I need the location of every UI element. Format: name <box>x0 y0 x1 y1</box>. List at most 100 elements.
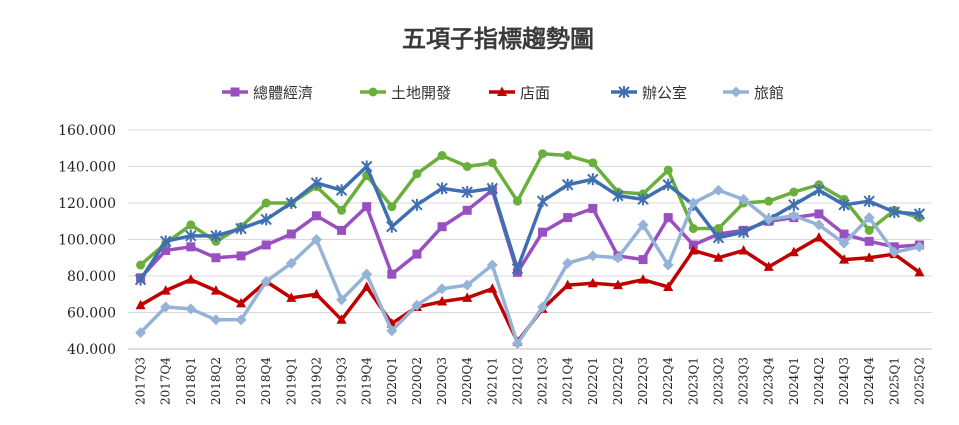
legend-label: 土地開發 <box>391 84 451 102</box>
data-point <box>587 277 598 288</box>
data-point <box>360 160 373 173</box>
x-tick-label: 2024Q2 <box>812 357 826 405</box>
x-tick-label: 2018Q3 <box>234 357 248 405</box>
data-point <box>437 222 447 232</box>
data-point <box>412 249 422 259</box>
legend-item: 辦公室 <box>611 84 687 102</box>
legend-label: 總體經濟 <box>253 84 313 102</box>
x-tick-label: 2022Q3 <box>636 357 650 405</box>
data-point <box>160 301 172 313</box>
x-tick-label: 2018Q4 <box>259 357 273 405</box>
data-point <box>512 196 522 206</box>
data-point <box>486 259 498 271</box>
legend-item: 店面 <box>489 84 550 102</box>
data-point <box>563 213 573 223</box>
x-tick-label: 2023Q2 <box>711 357 725 405</box>
data-point <box>813 219 825 231</box>
data-point <box>712 231 725 244</box>
data-point <box>863 212 875 224</box>
legend-marker <box>368 87 378 97</box>
data-point <box>813 184 825 197</box>
data-point <box>159 235 172 248</box>
x-tick-label: 2021Q1 <box>485 357 499 405</box>
data-point <box>361 281 372 291</box>
data-point <box>913 241 925 253</box>
data-point <box>210 229 222 242</box>
data-point <box>186 220 196 230</box>
data-point <box>562 279 573 290</box>
x-tick-label: 2019Q2 <box>309 357 323 405</box>
data-point <box>612 252 624 264</box>
data-point <box>612 279 623 290</box>
data-point <box>764 196 774 206</box>
x-tick-label: 2025Q2 <box>912 357 926 405</box>
data-point <box>587 173 599 186</box>
x-tick-label: 2020Q4 <box>460 357 474 405</box>
data-point <box>462 292 473 302</box>
y-tick-label: 40.000 <box>67 342 116 358</box>
data-point <box>588 203 598 213</box>
data-point <box>839 254 850 264</box>
data-point <box>462 162 472 171</box>
legend-item: 土地開發 <box>360 84 451 102</box>
data-point <box>210 285 221 295</box>
x-tick-label: 2022Q2 <box>611 357 625 405</box>
x-tick-label: 2020Q2 <box>410 357 424 405</box>
data-point <box>712 184 724 196</box>
plot-area <box>134 149 926 350</box>
data-point <box>412 169 422 179</box>
data-point <box>436 283 448 295</box>
legend: 總體經濟 土地開發 店面 辦公室 旅館 <box>222 84 784 102</box>
data-point <box>462 205 472 215</box>
x-tick-label: 2024Q1 <box>787 357 801 405</box>
x-tick-label: 2020Q1 <box>385 357 399 405</box>
data-point <box>336 314 347 324</box>
data-point <box>864 252 875 262</box>
data-point <box>185 274 196 284</box>
data-point <box>563 151 573 161</box>
data-point <box>186 242 196 252</box>
data-point <box>235 222 247 235</box>
x-tick-label: 2025Q1 <box>887 357 901 405</box>
data-point <box>386 220 398 233</box>
y-tick-label: 120.000 <box>58 196 116 212</box>
data-point <box>310 176 323 189</box>
data-point <box>211 253 221 263</box>
data-point <box>236 251 246 261</box>
legend-marker <box>230 87 240 97</box>
data-point <box>637 219 649 231</box>
data-point <box>461 186 473 199</box>
data-point <box>235 314 247 326</box>
data-point <box>561 178 574 191</box>
data-point <box>511 338 523 350</box>
data-point <box>311 211 321 221</box>
data-point <box>537 301 549 313</box>
data-point <box>813 232 824 242</box>
data-point <box>788 246 799 257</box>
chart-title: 五項子指標趨勢圖 <box>402 25 594 53</box>
x-tick-label: 2021Q3 <box>536 357 550 405</box>
legend-marker <box>730 86 742 98</box>
data-point <box>461 279 473 291</box>
data-point <box>160 285 171 295</box>
legend-marker <box>497 86 507 96</box>
data-point <box>185 229 197 242</box>
data-point <box>839 229 849 239</box>
data-point <box>361 268 373 280</box>
data-point <box>688 244 699 255</box>
data-point <box>663 213 673 223</box>
data-point <box>386 325 398 337</box>
data-point <box>411 198 423 211</box>
legend-marker <box>618 86 630 98</box>
data-point <box>713 224 723 234</box>
x-tick-label: 2023Q4 <box>762 357 776 405</box>
data-point <box>261 198 271 208</box>
legend-item: 總體經濟 <box>222 84 313 102</box>
data-point <box>713 252 724 262</box>
y-tick-label: 80.000 <box>67 269 116 285</box>
data-point <box>687 197 699 209</box>
legend-item: 旅館 <box>723 84 784 102</box>
data-point <box>260 275 272 287</box>
data-point <box>538 149 548 159</box>
